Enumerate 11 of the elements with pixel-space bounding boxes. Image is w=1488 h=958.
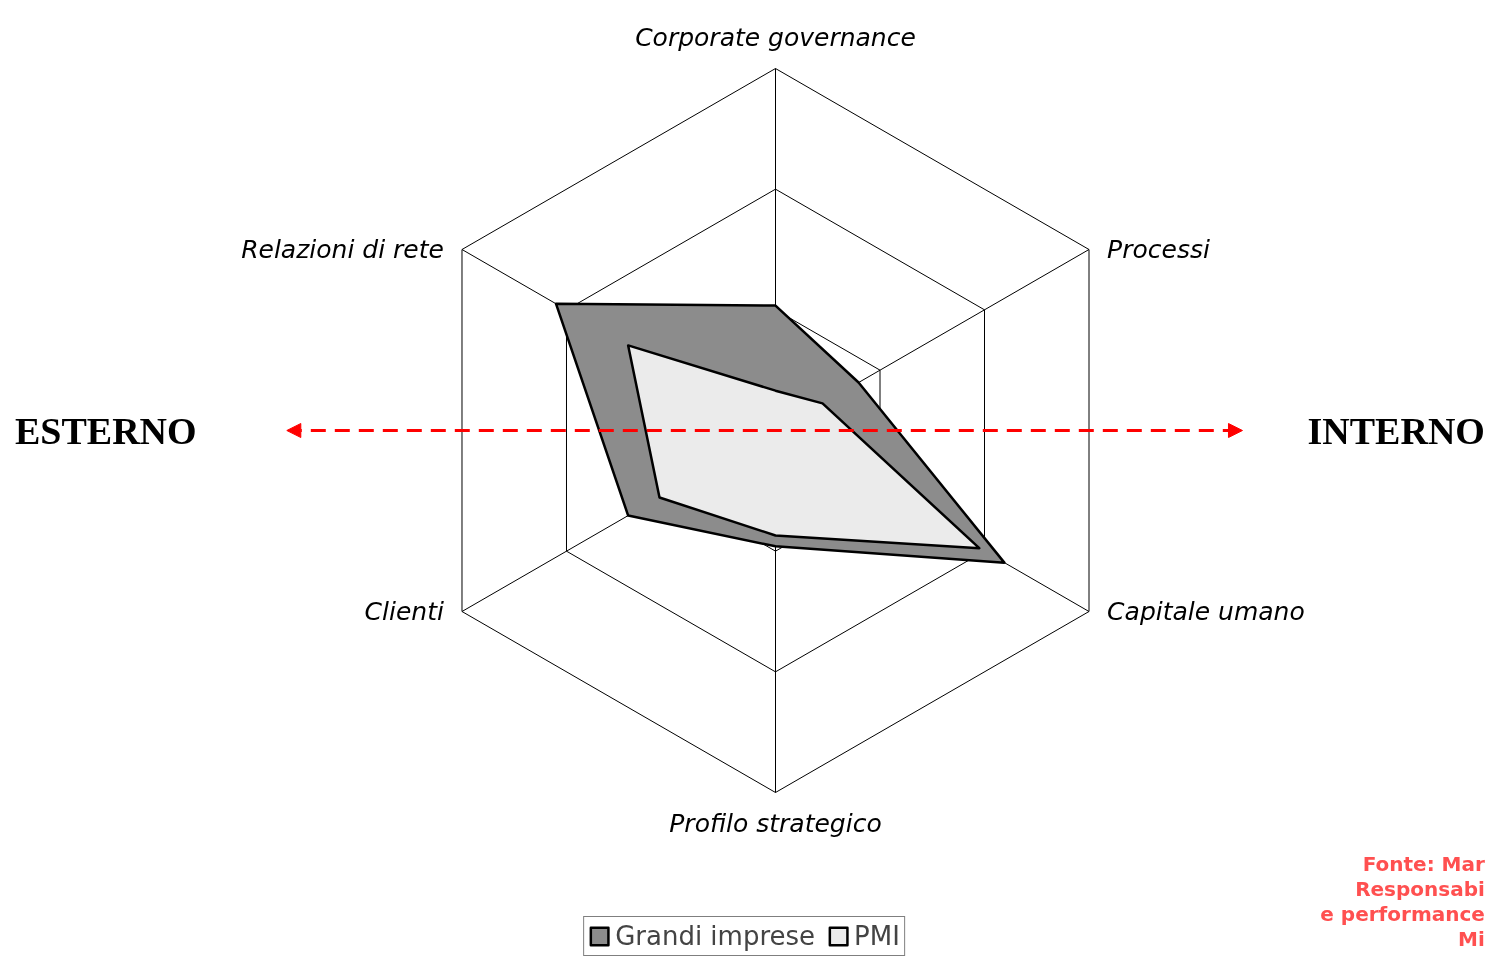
spoke-label: Capitale umano: [1107, 597, 1305, 626]
text: INTERNO: [1307, 409, 1485, 452]
spoke-label: Corporate governance: [635, 23, 916, 53]
spoke-label: Processi: [1107, 235, 1210, 264]
spoke-label: Relazioni di rete: [241, 235, 444, 264]
legend-label: Grandi imprese: [615, 921, 816, 951]
text: ESTERNO: [14, 409, 197, 452]
spoke-label: Profilo strategico: [669, 808, 882, 838]
legend-label: PMI: [854, 921, 900, 951]
spoke-label: Clienti: [364, 597, 444, 626]
source-note: Fonte: Mar Responsabi e performance Mi: [1320, 851, 1486, 952]
